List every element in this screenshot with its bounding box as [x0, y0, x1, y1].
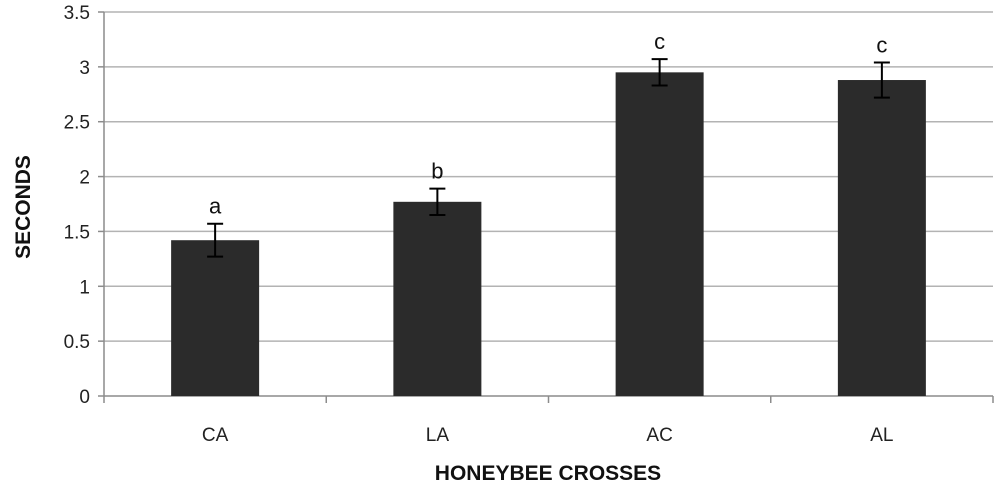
error-bar-la — [429, 187, 446, 216]
y-tick-label: 2.5 — [64, 113, 90, 134]
y-tick-label: 0.5 — [64, 332, 90, 353]
y-tick-labels: 0 0.5 1 1.5 2 2.5 3 3.5 — [64, 3, 90, 408]
error-bar-ac — [651, 58, 668, 87]
y-tick-label: 3 — [79, 58, 90, 79]
significance-label-la: b — [431, 159, 443, 184]
bars — [171, 72, 926, 396]
significance-label-ac: c — [654, 29, 665, 54]
x-tick-labels: CA LA AC AL — [202, 425, 894, 446]
y-tick-label: 1.5 — [64, 222, 90, 243]
bar-ca — [171, 240, 260, 396]
significance-labels: a b c c — [209, 29, 887, 219]
y-tick-label: 2 — [79, 168, 90, 189]
bar-la — [393, 201, 482, 396]
x-tick-label-ac: AC — [646, 425, 672, 446]
x-axis-title: HONEYBEE CROSSES — [435, 462, 661, 485]
error-bars — [207, 58, 890, 258]
bar-ac — [615, 72, 704, 396]
y-tick-label: 1 — [79, 277, 90, 298]
x-tick-label-la: LA — [426, 425, 450, 446]
y-tick-label: 0 — [79, 387, 90, 408]
error-bar-al — [873, 61, 890, 99]
y-tick-label: 3.5 — [64, 3, 90, 24]
error-bar-ca — [207, 222, 224, 258]
x-tick-label-ca: CA — [202, 425, 229, 446]
significance-label-al: c — [876, 32, 887, 57]
bar-al — [837, 80, 926, 396]
y-axis-title: SECONDS — [12, 155, 35, 259]
significance-label-ca: a — [209, 194, 222, 219]
x-tick-label-al: AL — [870, 425, 893, 446]
